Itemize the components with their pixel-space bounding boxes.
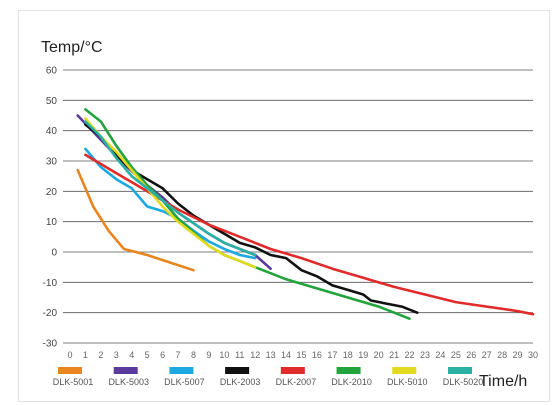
x-tick-label: 23 bbox=[420, 350, 430, 360]
legend-label: DLK-2003 bbox=[220, 377, 261, 387]
series-line-dlk-5010 bbox=[84, 117, 257, 269]
legend-label: DLK-2010 bbox=[331, 377, 372, 387]
x-tick-label: 22 bbox=[405, 350, 415, 360]
y-tick-label: 0 bbox=[51, 248, 57, 259]
x-tick-label: 21 bbox=[389, 350, 399, 360]
x-tick-label: 6 bbox=[160, 350, 165, 360]
x-tick-label: 11 bbox=[235, 350, 244, 360]
x-tick-label: 17 bbox=[327, 350, 337, 360]
x-tick-label: 13 bbox=[266, 350, 276, 360]
x-tick-label: 15 bbox=[296, 350, 306, 360]
x-tick-label: 28 bbox=[497, 350, 507, 360]
x-tick-label: 3 bbox=[114, 350, 119, 360]
legend-swatch bbox=[448, 367, 472, 374]
x-tick-label: 4 bbox=[129, 350, 134, 360]
legend: DLK-5001 DLK-5003 DLK-5007 DLK-2003 DLK-2007… bbox=[53, 367, 484, 387]
x-tick-label: 25 bbox=[451, 350, 461, 360]
x-tick-label: 0 bbox=[67, 350, 72, 360]
y-tick-label: 10 bbox=[46, 217, 58, 228]
x-tick-label: 26 bbox=[466, 350, 476, 360]
legend-swatch bbox=[336, 367, 361, 374]
y-tick-label: 40 bbox=[46, 126, 58, 137]
series-line-dlk-2003 bbox=[84, 123, 419, 314]
x-tick-label: 27 bbox=[482, 350, 492, 360]
y-tick-label: -30 bbox=[43, 339, 58, 350]
series-line-dlk-5001 bbox=[76, 168, 195, 272]
x-tick-label: 24 bbox=[435, 350, 445, 360]
x-tick-label: 9 bbox=[206, 350, 211, 360]
x-tick-label: 18 bbox=[343, 350, 353, 360]
legend-label: DLK-5007 bbox=[164, 377, 205, 387]
x-tick-label: 14 bbox=[281, 350, 291, 360]
legend-swatch bbox=[113, 367, 138, 374]
legend-swatch bbox=[58, 367, 82, 374]
legend-label: DLK-5020 bbox=[443, 377, 484, 387]
y-tick-label: 30 bbox=[46, 157, 58, 168]
x-tick-label: 1 bbox=[83, 350, 88, 360]
y-tick-label: -10 bbox=[43, 278, 58, 289]
legend-label: DLK-5003 bbox=[108, 377, 149, 387]
x-tick-label: 7 bbox=[176, 350, 181, 360]
y-axis-label: Temp/°C bbox=[41, 39, 103, 56]
x-tick-label: 16 bbox=[312, 350, 322, 360]
y-tick-label: -20 bbox=[43, 308, 58, 319]
gridlines bbox=[63, 69, 533, 344]
x-tick-label: 12 bbox=[250, 350, 260, 360]
x-axis-label: Time/h bbox=[479, 373, 527, 390]
series-line-dlk-5003 bbox=[76, 114, 272, 270]
x-tick-labels: 0 1 2 3 4 5 6 7 8 9 10 11 12 13 14 15 16 17 18 19 20 21 22 23 24… bbox=[67, 350, 538, 360]
legend-swatch bbox=[392, 367, 417, 374]
x-tick-label: 19 bbox=[358, 350, 368, 360]
x-tick-label: 20 bbox=[374, 350, 384, 360]
x-tick-label: 2 bbox=[98, 350, 103, 360]
series-lines bbox=[76, 108, 535, 320]
x-tick-label: 10 bbox=[219, 350, 229, 360]
x-tick-label: 5 bbox=[145, 350, 150, 360]
y-tick-labels: 60 50 40 30 20 10 0 -10 -20 -30 bbox=[43, 66, 58, 350]
y-tick-label: 50 bbox=[46, 96, 58, 107]
series-line-dlk-2010 bbox=[84, 108, 411, 320]
legend-swatch bbox=[280, 367, 305, 374]
x-tick-label: 29 bbox=[513, 350, 523, 360]
legend-label: DLK-2007 bbox=[276, 377, 317, 387]
x-tick-label: 30 bbox=[528, 350, 538, 360]
x-tick-label: 8 bbox=[191, 350, 196, 360]
series-line-dlk-2007 bbox=[84, 153, 535, 316]
legend-swatch bbox=[169, 367, 194, 374]
chart-frame bbox=[18, 10, 550, 402]
series-line-dlk-5020 bbox=[84, 120, 257, 257]
legend-label: DLK-5010 bbox=[387, 377, 428, 387]
y-tick-label: 20 bbox=[46, 187, 58, 198]
legend-label: DLK-5001 bbox=[53, 377, 94, 387]
legend-swatch bbox=[225, 367, 250, 374]
y-tick-label: 60 bbox=[46, 66, 58, 77]
